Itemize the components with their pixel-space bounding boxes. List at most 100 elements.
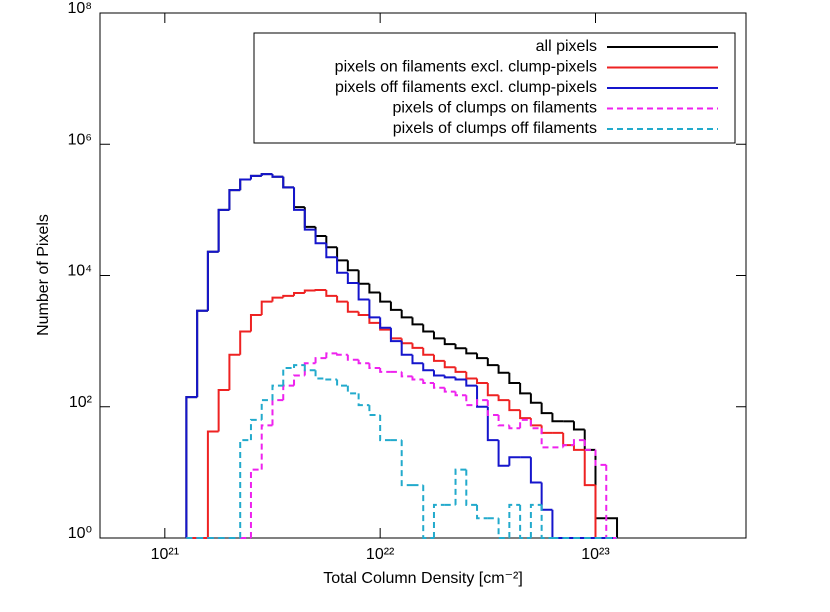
histogram-step: [260, 424, 273, 470]
histogram-step: [282, 384, 295, 401]
histogram-step: [249, 314, 262, 332]
histogram-step: [271, 399, 284, 426]
histogram-step: [465, 469, 478, 506]
histogram-step: [293, 187, 305, 209]
histogram-step: [432, 354, 445, 362]
histogram-step: [325, 235, 338, 249]
histogram-step: [497, 414, 510, 427]
histogram-step: [562, 444, 574, 448]
histogram-step: [271, 174, 284, 178]
histogram-step: [583, 449, 596, 487]
histogram-step: [336, 295, 348, 303]
histogram-step: [357, 311, 370, 317]
histogram-step: [476, 385, 488, 408]
y-tick-label: 10⁸: [67, 0, 92, 17]
histogram-step: [411, 354, 424, 365]
histogram-step: [217, 208, 230, 252]
histogram-step: [293, 292, 305, 296]
histogram-step: [454, 468, 467, 505]
histogram-step: [454, 377, 467, 381]
histogram-step: [519, 383, 531, 395]
histogram-step: [239, 330, 251, 355]
histogram-step: [465, 371, 478, 380]
histogram-step: [400, 338, 413, 345]
histogram-step: [583, 440, 596, 451]
histogram-step: [346, 385, 359, 395]
histogram-step: [303, 362, 316, 376]
x-axis-label: Total Column Density [cm⁻²]: [323, 570, 523, 587]
histogram-step: [389, 327, 402, 343]
histogram-step: [432, 383, 445, 389]
histogram-step: [606, 517, 619, 538]
histogram-step: [379, 292, 391, 303]
histogram-step: [497, 440, 510, 467]
y-tick-label: 10²: [69, 394, 93, 411]
histogram-step: [400, 371, 413, 378]
histogram-step: [336, 247, 348, 262]
histogram-step: [228, 189, 241, 210]
histogram-step: [239, 439, 251, 538]
histogram-step: [508, 372, 521, 385]
y-tick-label: 10⁰: [68, 525, 92, 542]
legend-label: all pixels: [536, 38, 597, 55]
legend-label: pixels off filaments excl. clump-pixels: [335, 79, 597, 96]
histogram-step: [486, 400, 499, 416]
histogram-step: [411, 376, 424, 381]
histogram-step: [572, 439, 585, 446]
histogram-step: [271, 384, 284, 401]
histogram-step: [389, 329, 402, 340]
histogram-step: [260, 300, 273, 316]
histogram-step: [422, 347, 434, 356]
histogram-step: [185, 396, 198, 538]
histogram-step: [282, 294, 295, 298]
histogram-step: [368, 363, 381, 369]
histogram-step: [562, 432, 574, 447]
histogram-step: [540, 428, 553, 449]
histogram-step: [239, 178, 251, 191]
histogram-step: [282, 366, 295, 386]
histogram-step: [357, 393, 370, 407]
histogram-step: [400, 341, 413, 356]
histogram-step: [357, 359, 370, 365]
histogram-step: [508, 425, 521, 430]
histogram-step: [303, 207, 316, 228]
histogram-step: [432, 331, 445, 340]
y-tick-label: 10⁶: [68, 131, 92, 148]
histogram-step: [540, 504, 553, 539]
histogram-step: [260, 399, 273, 420]
histogram-step: [443, 375, 456, 379]
histogram-step: [400, 309, 413, 319]
histogram-step: [508, 400, 521, 412]
histogram-step: [379, 317, 391, 329]
legend-label: pixels on filaments excl. clump-pixels: [335, 59, 597, 76]
histogram-step: [572, 445, 585, 451]
histogram-step: [497, 365, 510, 374]
histogram-step: [508, 456, 521, 466]
histogram-step: [303, 209, 316, 231]
histogram-step: [357, 282, 370, 301]
histogram-step: [422, 363, 434, 372]
histogram-step: [422, 485, 434, 539]
histogram-step: [432, 503, 445, 538]
histogram-step: [303, 289, 316, 294]
histogram-step: [476, 399, 488, 406]
histogram-step: [454, 391, 467, 397]
y-tick-label: 10⁴: [67, 263, 92, 280]
legend-label: pixels of clumps off filaments: [393, 120, 597, 137]
histogram-step: [282, 176, 295, 189]
histogram-step: [411, 343, 424, 349]
histogram-step: [519, 410, 531, 420]
histogram-step: [346, 272, 359, 284]
histogram-step: [454, 367, 467, 373]
histogram-step: [185, 396, 198, 538]
histogram-step: [336, 353, 348, 356]
histogram-step: [206, 430, 219, 538]
histogram-step: [314, 229, 327, 245]
histogram-step: [249, 468, 262, 538]
histogram-step: [379, 367, 391, 373]
histogram-step: [476, 378, 488, 385]
histogram-step: [346, 260, 359, 272]
histogram-step: [551, 413, 564, 423]
histogram-step: [249, 418, 262, 441]
